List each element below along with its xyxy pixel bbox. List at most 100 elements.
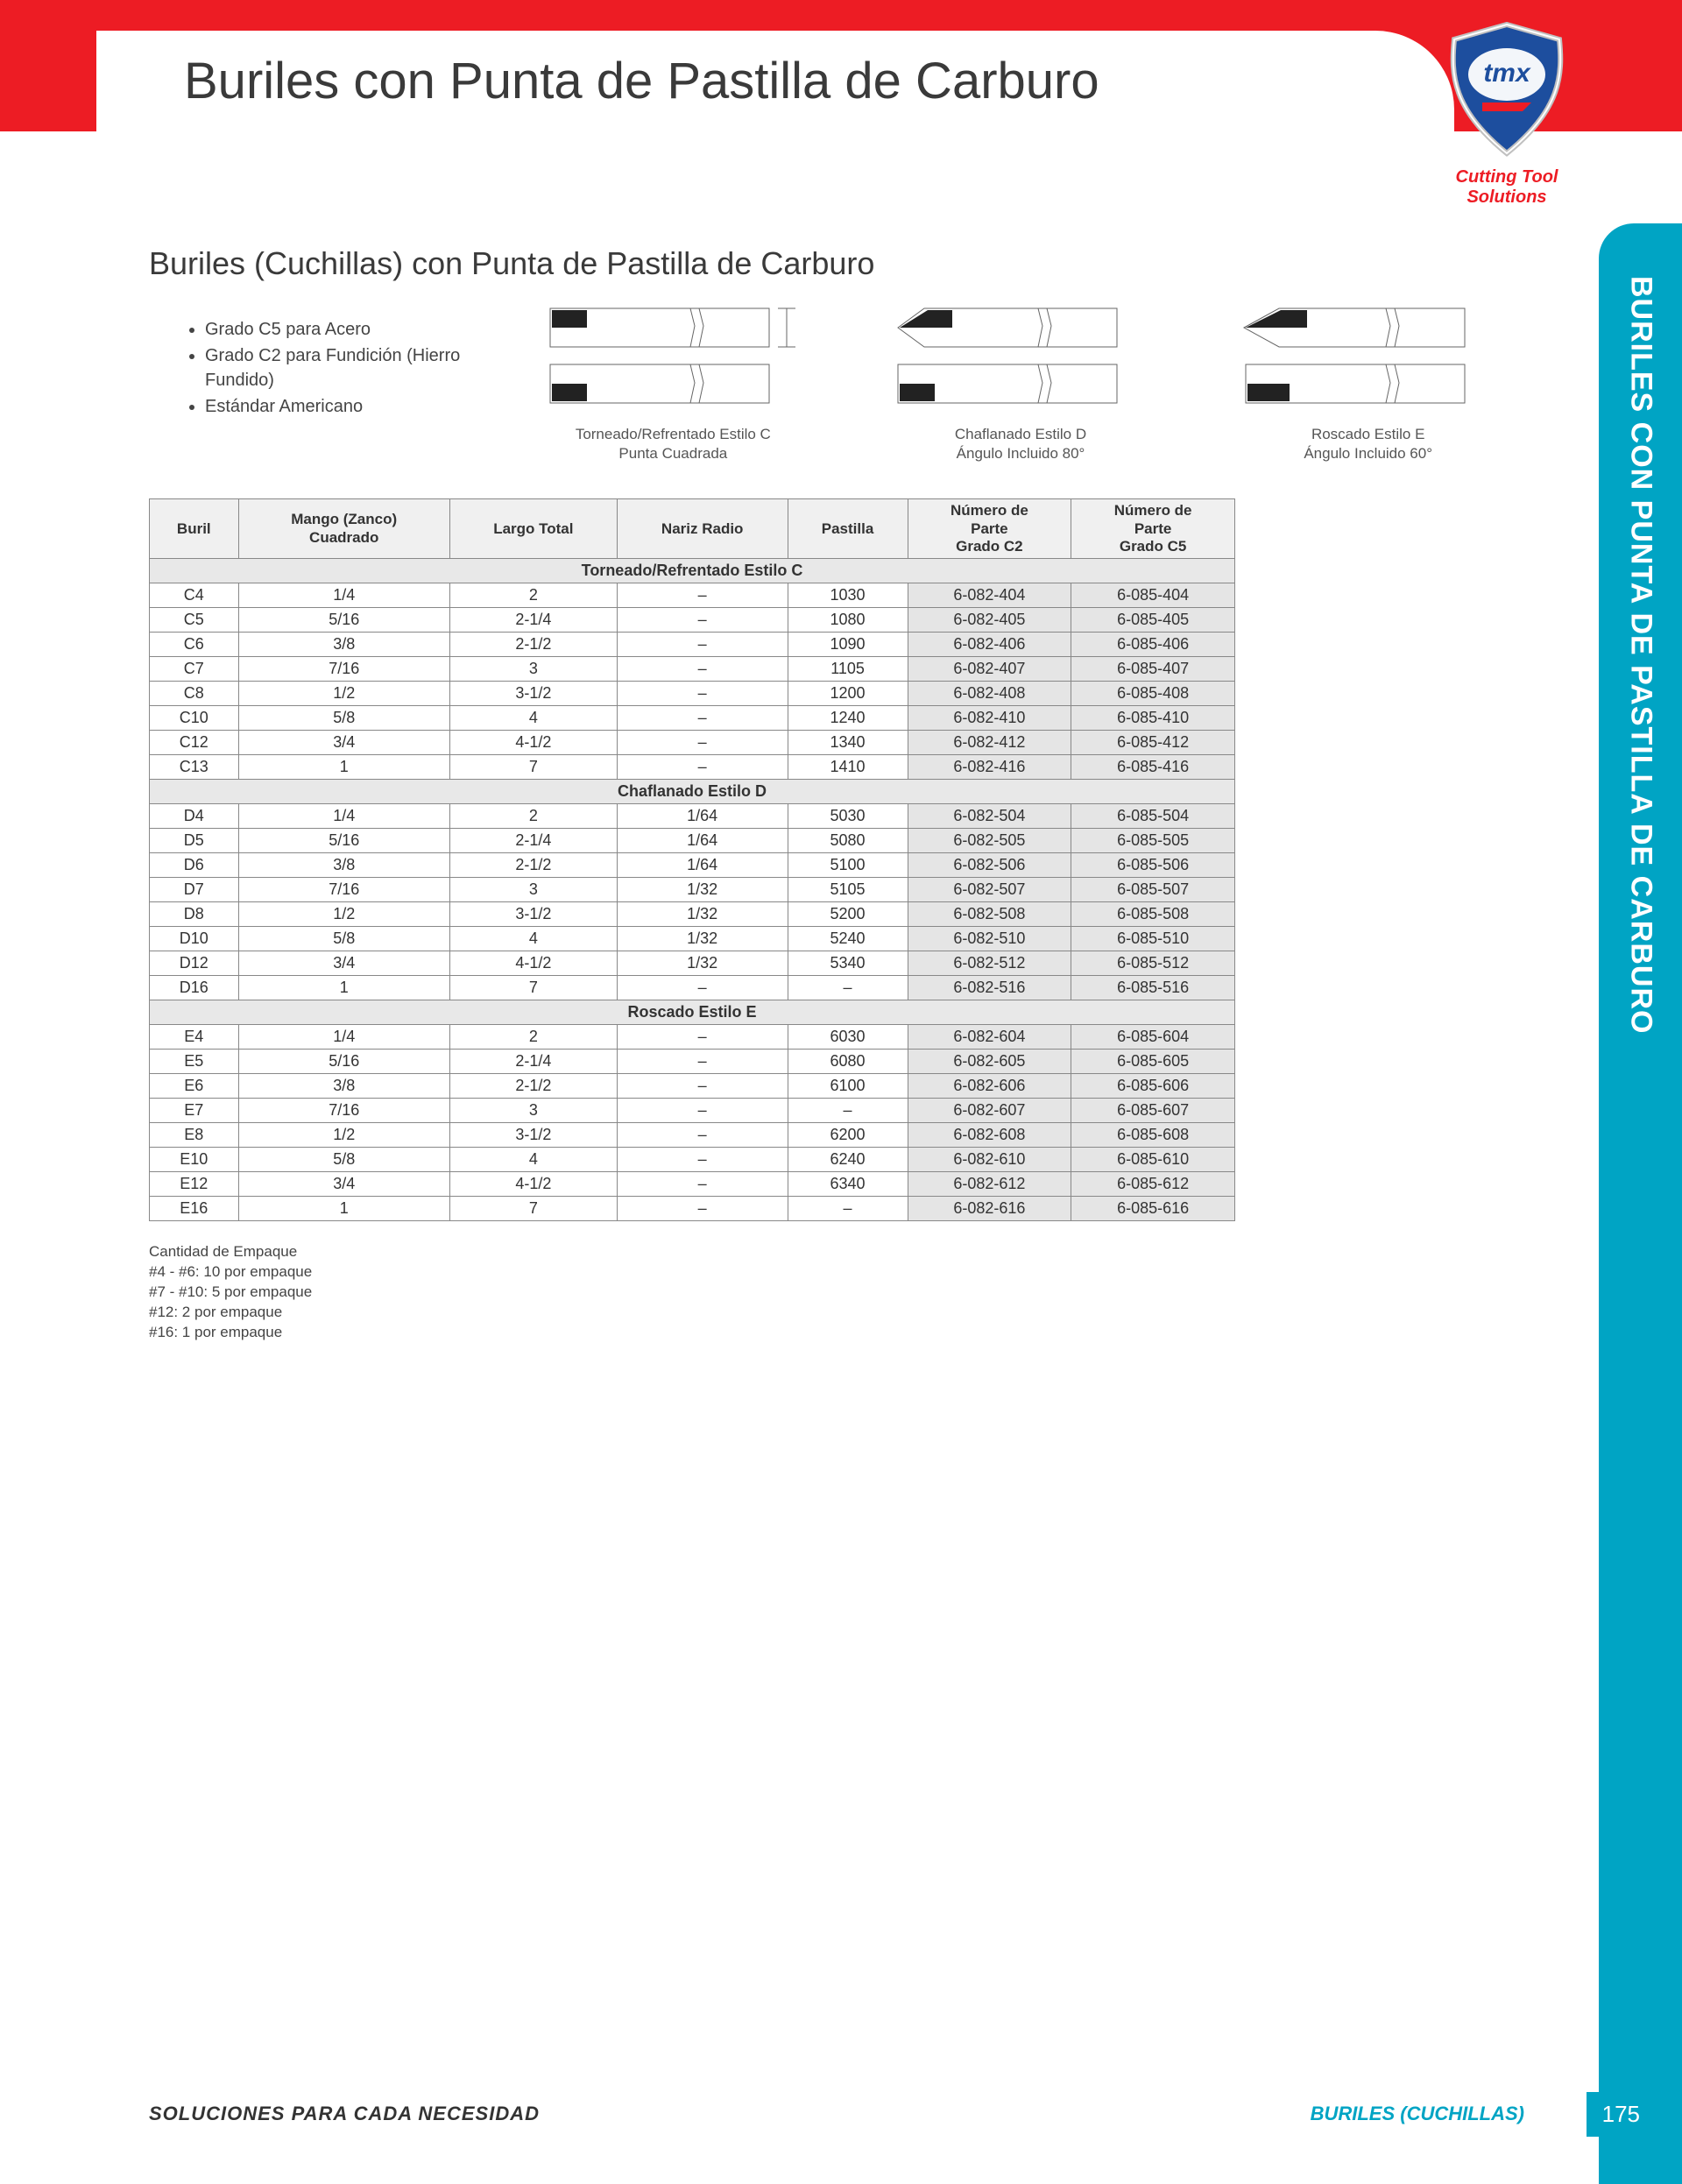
- table-cell: 3/4: [238, 1172, 449, 1197]
- table-cell: 4-1/2: [449, 1172, 617, 1197]
- table-cell: 6-085-512: [1071, 951, 1235, 976]
- table-cell: 6-082-505: [908, 829, 1071, 853]
- shield-icon: tmx: [1445, 22, 1568, 158]
- table-cell: 6-085-610: [1071, 1148, 1235, 1172]
- table-row: D55/162-1/41/6450806-082-5056-085-505: [150, 829, 1235, 853]
- table-cell: 6-082-410: [908, 706, 1071, 731]
- table-cell: 3/4: [238, 951, 449, 976]
- table-cell: 6-085-505: [1071, 829, 1235, 853]
- tool-diagram-d-icon: [889, 300, 1152, 413]
- table-cell: 4-1/2: [449, 951, 617, 976]
- table-row: E105/84–62406-082-6106-085-610: [150, 1148, 1235, 1172]
- table-cell: 6-082-507: [908, 878, 1071, 902]
- table-cell: –: [617, 731, 788, 755]
- table-cell: 6100: [788, 1074, 908, 1099]
- table-cell: D16: [150, 976, 239, 1000]
- table-cell: 6-085-412: [1071, 731, 1235, 755]
- table-cell: –: [617, 657, 788, 682]
- table-cell: 6-082-512: [908, 951, 1071, 976]
- table-row: E123/44-1/2–63406-082-6126-085-612: [150, 1172, 1235, 1197]
- table-cell: 6-085-510: [1071, 927, 1235, 951]
- table-cell: 3/8: [238, 1074, 449, 1099]
- diagram-c: Torneado/Refrentado Estilo C Punta Cuadr…: [517, 300, 830, 463]
- table-cell: C5: [150, 608, 239, 633]
- feature-bullet: Estándar Americano: [205, 394, 482, 419]
- diagram-d: Chaflanado Estilo D Ángulo Incluido 80°: [865, 300, 1177, 463]
- table-cell: 3-1/2: [449, 682, 617, 706]
- table-cell: 1/64: [617, 829, 788, 853]
- table-cell: 6-082-510: [908, 927, 1071, 951]
- table-cell: D6: [150, 853, 239, 878]
- table-cell: –: [617, 755, 788, 780]
- table-cell: 3/4: [238, 731, 449, 755]
- table-cell: 6-082-606: [908, 1074, 1071, 1099]
- tool-diagram-c-icon: [541, 300, 804, 413]
- pack-note-line: #4 - #6: 10 por empaque: [149, 1262, 1524, 1283]
- table-cell: 6-082-504: [908, 804, 1071, 829]
- table-cell: C4: [150, 583, 239, 608]
- table-cell: 5340: [788, 951, 908, 976]
- table-cell: C10: [150, 706, 239, 731]
- table-cell: D12: [150, 951, 239, 976]
- table-cell: E12: [150, 1172, 239, 1197]
- table-cell: –: [617, 1172, 788, 1197]
- table-row: C55/162-1/4–10806-082-4056-085-405: [150, 608, 1235, 633]
- table-section-row: Torneado/Refrentado Estilo C: [150, 559, 1235, 583]
- table-row: E41/42–60306-082-6046-085-604: [150, 1025, 1235, 1050]
- table-cell: 6-082-607: [908, 1099, 1071, 1123]
- table-cell: 5/16: [238, 829, 449, 853]
- table-cell: 6240: [788, 1148, 908, 1172]
- table-cell: C12: [150, 731, 239, 755]
- table-cell: C7: [150, 657, 239, 682]
- table-cell: E8: [150, 1123, 239, 1148]
- table-cell: 1/64: [617, 853, 788, 878]
- table-cell: 1/32: [617, 927, 788, 951]
- table-cell: 6200: [788, 1123, 908, 1148]
- table-cell: 6-085-407: [1071, 657, 1235, 682]
- table-cell: 1/2: [238, 1123, 449, 1148]
- table-cell: 1/2: [238, 682, 449, 706]
- table-cell: E6: [150, 1074, 239, 1099]
- table-row: C41/42–10306-082-4046-085-404: [150, 583, 1235, 608]
- table-cell: C6: [150, 633, 239, 657]
- diagram-e-caption: Roscado Estilo E Ángulo Incluido 60°: [1212, 425, 1524, 463]
- table-row: D77/1631/3251056-082-5076-085-507: [150, 878, 1235, 902]
- table-cell: D5: [150, 829, 239, 853]
- page-title: Buriles con Punta de Pastilla de Carburo: [184, 52, 1099, 110]
- table-cell: 3-1/2: [449, 902, 617, 927]
- table-cell: 6-082-412: [908, 731, 1071, 755]
- table-cell: 1: [238, 1197, 449, 1221]
- table-row: D81/23-1/21/3252006-082-5086-085-508: [150, 902, 1235, 927]
- table-cell: 5100: [788, 853, 908, 878]
- table-row: C1317–14106-082-4166-085-416: [150, 755, 1235, 780]
- table-cell: 6080: [788, 1050, 908, 1074]
- table-header-cell: Buril: [150, 499, 239, 559]
- table-cell: E10: [150, 1148, 239, 1172]
- table-cell: 6-082-404: [908, 583, 1071, 608]
- table-cell: 6340: [788, 1172, 908, 1197]
- table-cell: 1240: [788, 706, 908, 731]
- table-cell: 6-082-405: [908, 608, 1071, 633]
- table-row: D63/82-1/21/6451006-082-5066-085-506: [150, 853, 1235, 878]
- table-cell: 3: [449, 878, 617, 902]
- header-title-wrap: Buriles con Punta de Pastilla de Carburo: [96, 31, 1454, 131]
- table-cell: D4: [150, 804, 239, 829]
- logo-tagline-2: Solutions: [1445, 187, 1568, 208]
- page-footer: SOLUCIONES PARA CADA NECESIDAD BURILES (…: [149, 2096, 1682, 2131]
- table-cell: 2: [449, 1025, 617, 1050]
- table-cell: D8: [150, 902, 239, 927]
- table-cell: –: [617, 608, 788, 633]
- table-row: D1617––6-082-5166-085-516: [150, 976, 1235, 1000]
- table-cell: 2-1/4: [449, 829, 617, 853]
- table-cell: 5240: [788, 927, 908, 951]
- table-cell: 1: [238, 976, 449, 1000]
- table-cell: 5/16: [238, 1050, 449, 1074]
- table-cell: 4: [449, 927, 617, 951]
- table-cell: 7: [449, 755, 617, 780]
- table-cell: 7/16: [238, 657, 449, 682]
- feature-bullet: Grado C5 para Acero: [205, 317, 482, 342]
- table-cell: 1/32: [617, 902, 788, 927]
- table-row: D123/44-1/21/3253406-082-5126-085-512: [150, 951, 1235, 976]
- table-cell: 1: [238, 755, 449, 780]
- table-section-row: Chaflanado Estilo D: [150, 780, 1235, 804]
